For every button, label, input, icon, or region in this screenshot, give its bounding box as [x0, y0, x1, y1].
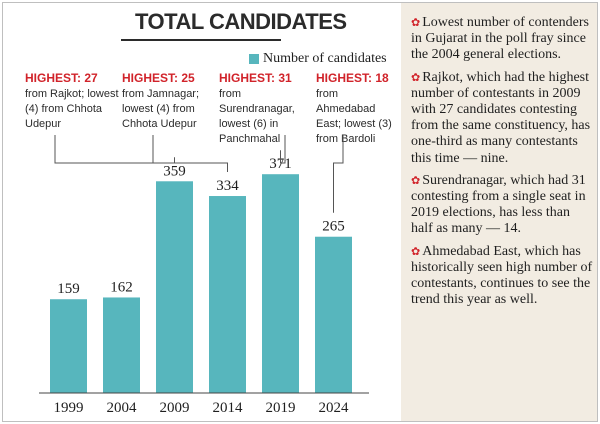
data-label-2014: 334	[216, 178, 239, 194]
annotation-text: from Rajkot; lowest (4) from Chhota Udep…	[25, 88, 119, 130]
note-item: ✿ Ahmedabad East, which has historically …	[411, 244, 593, 309]
bar-2004	[103, 297, 140, 393]
tick-label-2009: 2009	[160, 400, 190, 416]
flower-bullet-icon: ✿	[411, 17, 421, 29]
note-item: ✿ Surendranagar, which had 31 contesting …	[411, 173, 593, 238]
data-label-2019: 371	[269, 156, 292, 172]
note-item: ✿ Rajkot, which had the highest number of…	[411, 70, 593, 167]
annotation-2009: HIGHEST: 27 from Rajkot; lowest (4) from…	[25, 71, 121, 132]
note-text: Rajkot, which had the highest number of …	[411, 69, 591, 166]
annotation-highlight: HIGHEST: 18	[316, 71, 389, 85]
bar-2019	[262, 174, 299, 393]
annotation-highlight: HIGHEST: 25	[122, 71, 195, 85]
tick-label-2019: 2019	[266, 400, 296, 416]
annotation-2019-leader	[280, 135, 286, 164]
note-text: Lowest number of contenders in Gujarat i…	[411, 15, 590, 63]
note-item: ✿ Lowest number of contenders in Gujarat …	[411, 15, 593, 64]
annotation-highlight: HIGHEST: 27	[25, 71, 98, 85]
data-label-1999: 159	[57, 281, 80, 297]
annotation-2024: HIGHEST: 18 from Ahmedabad East; lowest …	[316, 71, 396, 147]
note-text: Ahmedabad East, which has historically s…	[411, 243, 593, 308]
annotation-text: from Jamnagar; lowest (4) from Chhota Ud…	[122, 88, 200, 130]
data-label-2004: 162	[110, 279, 133, 295]
legend-label: Number of candidates	[263, 51, 387, 66]
annotation-2024-leader	[333, 135, 344, 213]
annotation-highlight: HIGHEST: 31	[219, 71, 292, 85]
flower-bullet-icon: ✿	[411, 245, 421, 258]
annotation-2014: HIGHEST: 25 from Jamnagar; lowest (4) fr…	[122, 71, 218, 132]
flower-bullet-icon: ✿	[411, 174, 421, 187]
legend-swatch	[249, 54, 259, 64]
chart-title: TOTAL CANDIDATES	[135, 9, 347, 34]
annotation-text: from Ahmedabad East; lowest (3) from Bar…	[316, 88, 392, 145]
tick-label-2004: 2004	[107, 400, 138, 416]
bar-2024	[315, 236, 352, 393]
data-label-2009: 359	[163, 163, 186, 179]
annotation-2014-leader	[152, 135, 228, 173]
notes-panel: ✿ Lowest number of contenders in Gujarat …	[401, 3, 597, 421]
bar-2009	[156, 181, 193, 393]
title-underline	[121, 39, 281, 41]
note-text: Surendranagar, which had 31 contesting f…	[411, 172, 586, 237]
annotation-text: from Surendranagar, lowest (6) in Panchm…	[219, 88, 295, 145]
data-label-2024: 265	[322, 219, 345, 235]
annotation-2009-leader	[54, 135, 175, 164]
notes-list: ✿ Lowest number of contenders in Gujarat …	[411, 15, 593, 314]
chart-legend: Number of candidates	[249, 51, 387, 67]
chart-panel: TOTAL CANDIDATES Number of candidates HI…	[3, 3, 401, 423]
flower-bullet-icon: ✿	[411, 71, 421, 84]
bar-1999	[50, 299, 87, 393]
annotation-2019: HIGHEST: 31 from Surendranagar, lowest (…	[219, 71, 315, 147]
bar-2014	[209, 196, 246, 393]
bar-chart: 159 1999 162 2004 359 2009 334 2014 371 2019 265 20…	[39, 135, 369, 416]
tick-label-1999: 1999	[54, 400, 84, 416]
tick-label-2014: 2014	[213, 400, 244, 416]
tick-label-2024: 2024	[319, 400, 350, 416]
